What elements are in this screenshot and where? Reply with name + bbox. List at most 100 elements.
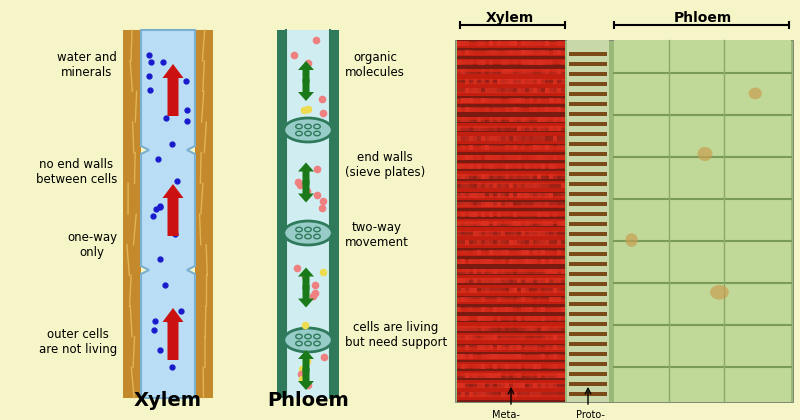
Bar: [545, 268, 549, 273]
Bar: [493, 297, 497, 302]
Bar: [497, 373, 501, 378]
Bar: [545, 373, 549, 378]
Bar: [457, 338, 565, 344]
Bar: [473, 316, 477, 321]
Bar: [541, 307, 545, 312]
Bar: [509, 97, 513, 102]
Bar: [509, 173, 513, 178]
Bar: [485, 107, 489, 112]
Bar: [465, 69, 469, 74]
Bar: [505, 354, 509, 359]
Bar: [557, 297, 561, 302]
Polygon shape: [298, 61, 314, 83]
Bar: [553, 344, 557, 349]
Bar: [461, 249, 465, 255]
Bar: [501, 335, 505, 340]
Bar: [497, 40, 501, 45]
Bar: [513, 363, 517, 368]
Bar: [473, 60, 477, 65]
Bar: [505, 164, 509, 169]
Bar: [497, 164, 501, 169]
Bar: [521, 335, 525, 340]
Bar: [553, 107, 557, 112]
Bar: [489, 126, 493, 131]
Bar: [569, 282, 607, 286]
Bar: [493, 202, 497, 207]
Bar: [477, 326, 481, 331]
Bar: [533, 240, 537, 245]
Bar: [465, 288, 469, 292]
Bar: [549, 60, 553, 65]
Bar: [513, 202, 517, 207]
Bar: [529, 316, 533, 321]
Bar: [517, 344, 521, 349]
Bar: [493, 60, 497, 65]
Bar: [469, 231, 473, 236]
Bar: [541, 155, 545, 160]
Bar: [533, 97, 537, 102]
Bar: [553, 50, 557, 55]
Bar: [469, 40, 473, 45]
Bar: [561, 202, 565, 207]
Bar: [541, 354, 545, 359]
Bar: [457, 163, 565, 168]
Bar: [557, 202, 561, 207]
Bar: [501, 307, 505, 312]
Bar: [513, 288, 517, 292]
Bar: [549, 240, 553, 245]
Bar: [541, 126, 545, 131]
Bar: [465, 326, 469, 331]
Bar: [533, 202, 537, 207]
Bar: [485, 173, 489, 178]
Bar: [533, 50, 537, 55]
Bar: [469, 392, 473, 397]
Bar: [537, 107, 541, 112]
Bar: [485, 231, 489, 236]
Bar: [529, 164, 533, 169]
Bar: [557, 192, 561, 197]
Bar: [457, 88, 461, 93]
Bar: [489, 145, 493, 150]
Bar: [517, 288, 521, 292]
Bar: [473, 392, 477, 397]
Bar: [549, 344, 553, 349]
Bar: [509, 316, 513, 321]
Bar: [457, 171, 565, 176]
Bar: [505, 183, 509, 188]
Bar: [517, 97, 521, 102]
Bar: [545, 183, 549, 188]
Bar: [533, 79, 537, 84]
Bar: [469, 383, 473, 388]
Bar: [525, 288, 529, 292]
Bar: [517, 259, 521, 264]
Bar: [485, 155, 489, 160]
Bar: [457, 268, 461, 273]
Bar: [465, 126, 469, 131]
Bar: [509, 288, 513, 292]
Bar: [525, 183, 529, 188]
Bar: [473, 202, 477, 207]
Bar: [537, 335, 541, 340]
Bar: [509, 249, 513, 255]
Bar: [497, 192, 501, 197]
Ellipse shape: [626, 233, 638, 247]
Bar: [513, 107, 517, 112]
Bar: [509, 107, 513, 112]
Bar: [557, 288, 561, 292]
Ellipse shape: [284, 118, 332, 142]
Bar: [561, 192, 565, 197]
Bar: [537, 79, 541, 84]
Bar: [457, 244, 565, 248]
Bar: [549, 202, 553, 207]
Bar: [477, 363, 481, 368]
Polygon shape: [298, 268, 314, 289]
Bar: [537, 221, 541, 226]
Bar: [541, 392, 545, 397]
Bar: [505, 259, 509, 264]
Bar: [513, 307, 517, 312]
Bar: [517, 88, 521, 93]
Bar: [485, 202, 489, 207]
Bar: [505, 97, 509, 102]
Bar: [477, 69, 481, 74]
Bar: [569, 202, 607, 206]
